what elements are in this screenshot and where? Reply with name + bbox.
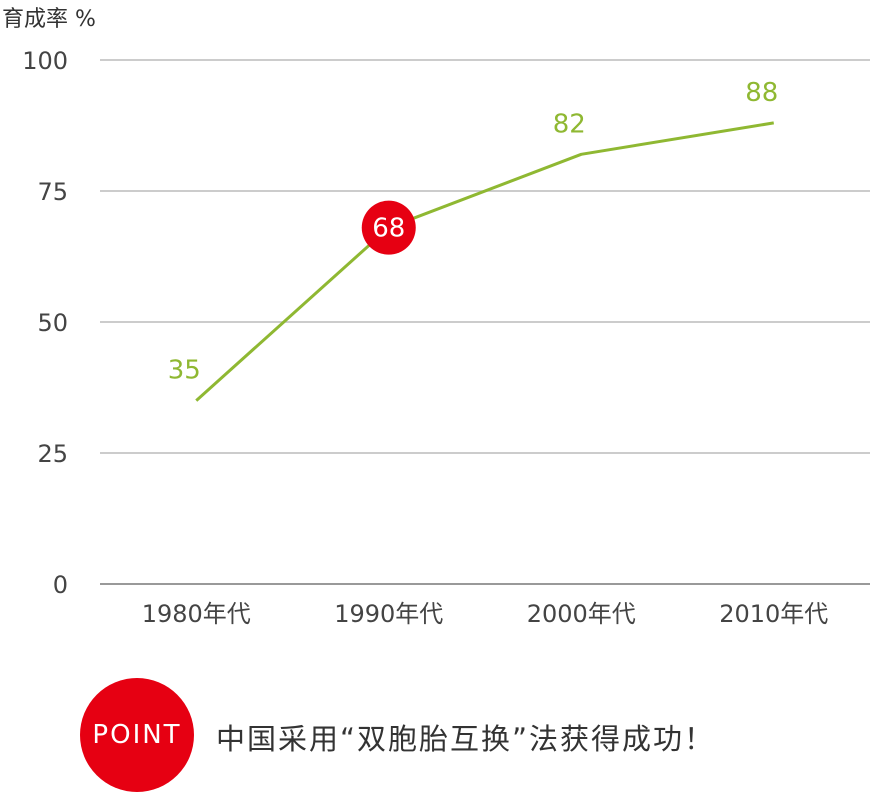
x-tick-label: 1990年代 [334, 600, 443, 628]
y-tick-label: 0 [53, 571, 68, 599]
series-line [195, 121, 774, 402]
data-label: 82 [553, 109, 586, 139]
point-caption: 中国采用“双胞胎互换”法获得成功！ [216, 722, 716, 756]
x-tick-label: 2010年代 [719, 600, 828, 628]
line-chart: 育成率 % 0 25 50 75 100 1980年代 1990年代 2000年代 2010年… [2, 7, 870, 628]
x-tick-label: 1980年代 [142, 600, 251, 628]
data-label: 35 [168, 356, 201, 386]
data-label: 88 [745, 78, 778, 108]
y-tick-label: 100 [22, 47, 68, 75]
point-badge-label: POINT [92, 720, 182, 750]
y-tick-label: 75 [37, 178, 68, 206]
data-label: 68 [372, 214, 405, 244]
y-tick-label: 25 [37, 440, 68, 468]
y-axis-label: 育成率 % [2, 7, 96, 32]
highlight-marker [361, 200, 416, 255]
point-badge: POINT [80, 678, 194, 792]
x-tick-label: 2000年代 [527, 600, 636, 628]
y-tick-label: 50 [37, 309, 68, 337]
